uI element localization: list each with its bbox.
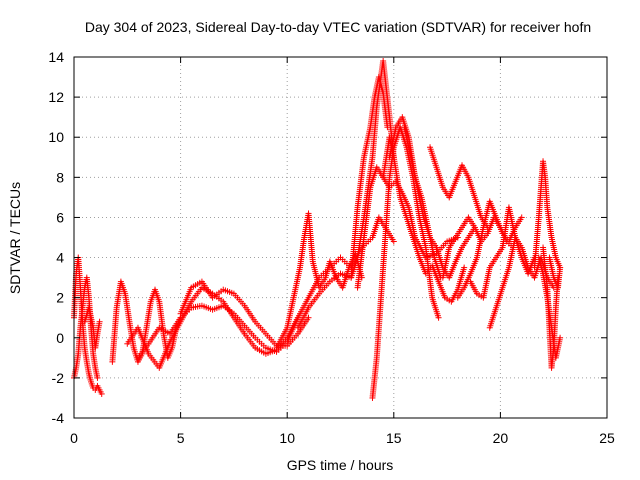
axis-ticks <box>73 56 608 419</box>
y-tick-label: 2 <box>56 290 64 306</box>
plot-frame <box>73 56 608 419</box>
y-tick-label: 10 <box>48 129 64 145</box>
track-14-point <box>461 264 468 271</box>
y-axis-label: SDTVAR / TECUs <box>7 182 23 294</box>
track-1-point <box>98 390 105 397</box>
y-tick-labels: -4 -2 0 2 4 6 8 10 12 14 <box>48 49 64 426</box>
x-tick-label: 25 <box>599 430 615 446</box>
chart-grid <box>74 57 607 418</box>
y-tick-label: 0 <box>56 330 64 346</box>
x-axis-label: GPS time / hours <box>287 457 394 473</box>
y-tick-label: 4 <box>56 250 64 266</box>
track-9-point <box>390 238 397 245</box>
y-tick-label: 14 <box>48 49 64 65</box>
data-points <box>71 58 564 401</box>
y-tick-label: 6 <box>56 209 64 225</box>
x-tick-label: 10 <box>279 430 295 446</box>
track-19-point <box>518 214 525 221</box>
track-3-point <box>96 318 103 325</box>
track-11-point <box>384 124 391 131</box>
y-tick-label: 8 <box>56 169 64 185</box>
y-tick-label: 12 <box>48 89 64 105</box>
x-tick-label: 0 <box>70 430 78 446</box>
x-tick-label: 15 <box>386 430 402 446</box>
x-tick-label: 5 <box>177 430 185 446</box>
track-13-point <box>435 314 442 321</box>
y-tick-label: -4 <box>52 410 65 426</box>
track-25-point <box>557 264 564 271</box>
track-7-point <box>305 314 312 321</box>
x-tick-labels: 0 5 10 15 20 25 <box>70 430 615 446</box>
track-2-point <box>94 374 101 381</box>
y-tick-label: -2 <box>52 370 65 386</box>
x-tick-label: 20 <box>493 430 509 446</box>
chart-title: Day 304 of 2023, Sidereal Day-to-day VTE… <box>85 19 591 35</box>
track-23-point <box>557 334 564 341</box>
